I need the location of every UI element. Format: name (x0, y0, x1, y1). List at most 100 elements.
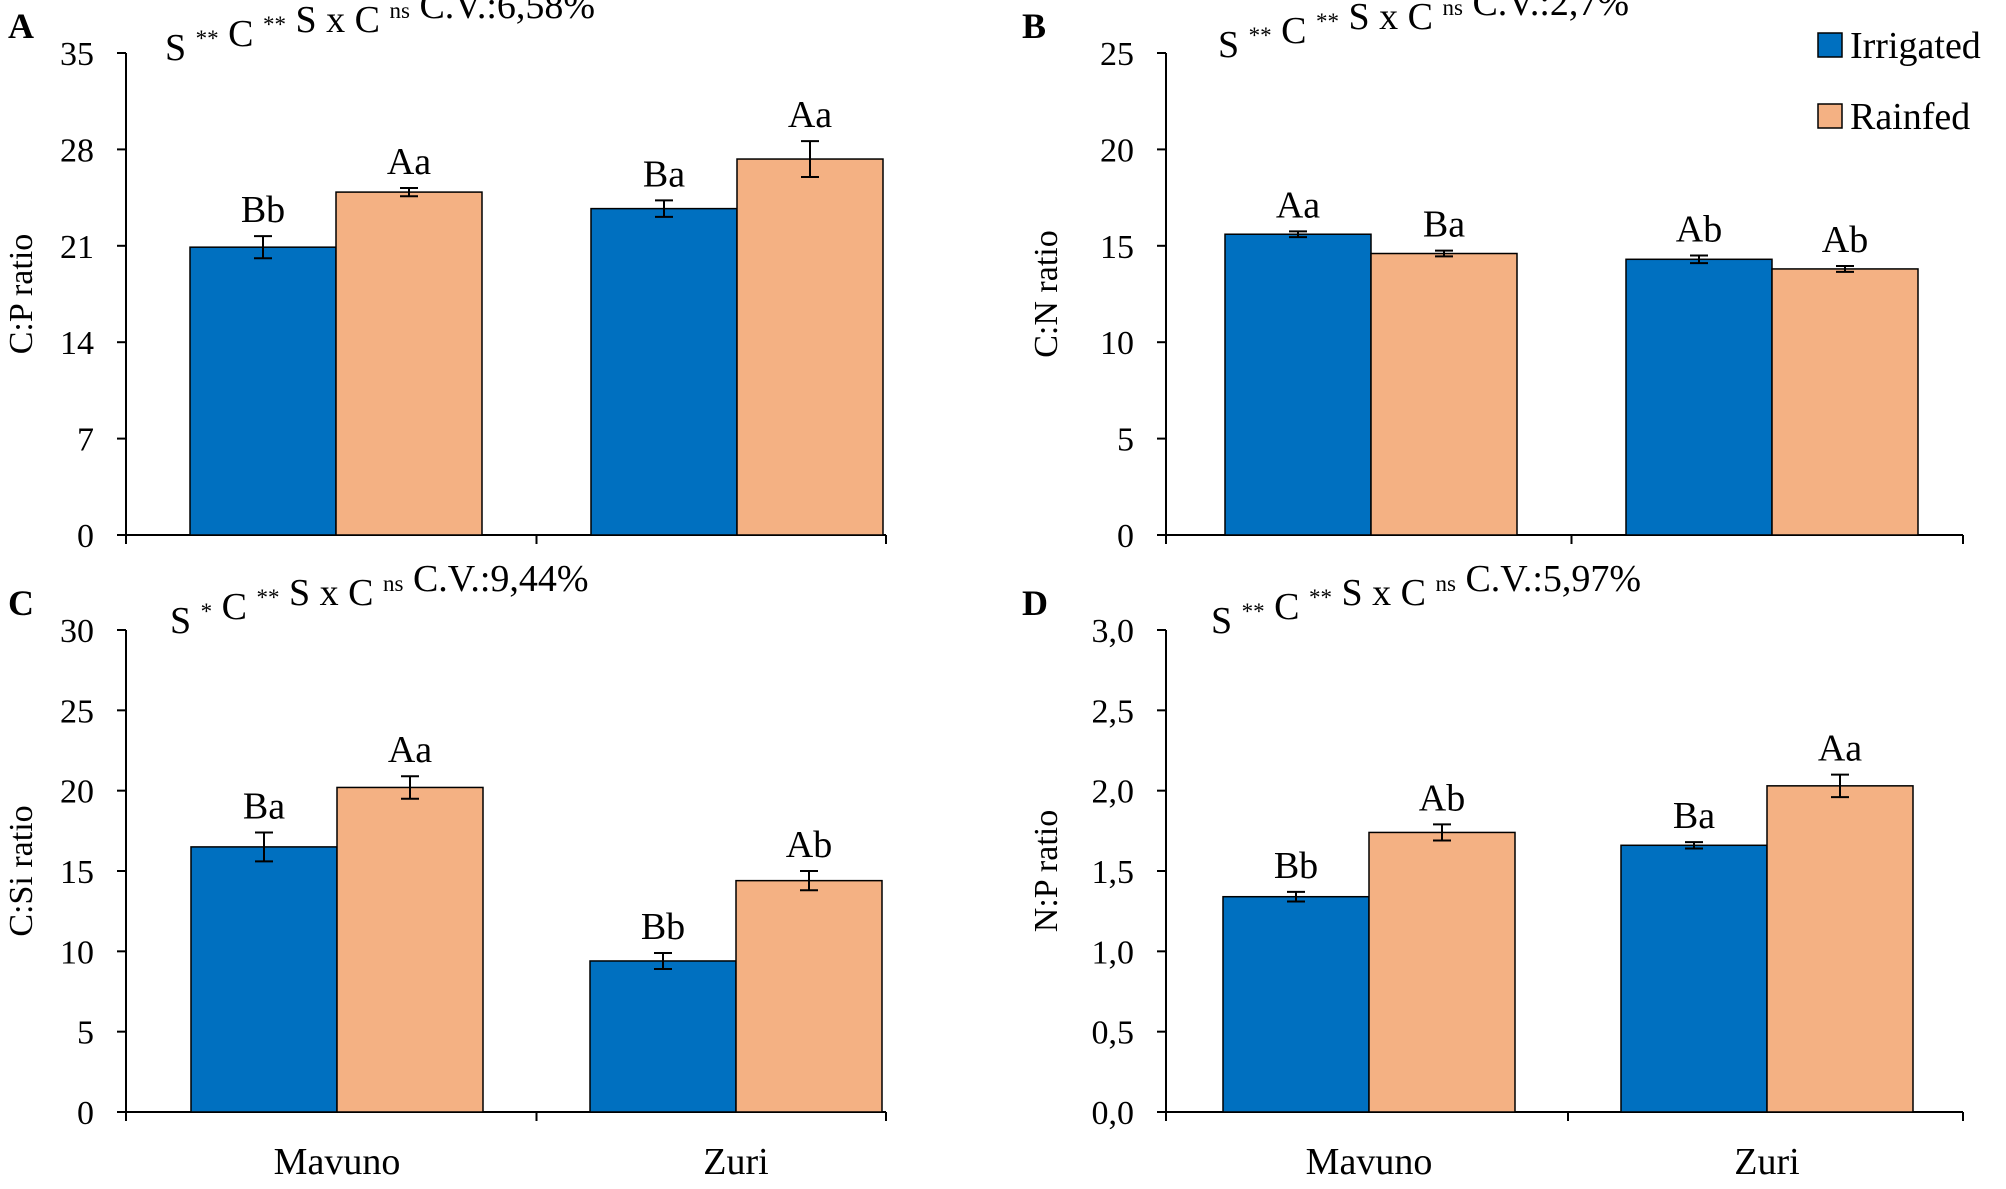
panel-letter: D (1022, 583, 1048, 623)
legend-swatch-irrigated (1817, 32, 1843, 58)
bar-significance-label: Ba (643, 153, 685, 195)
y-tick-label: 0,0 (1092, 1095, 1135, 1132)
legend-label-irrigated: Irrigated (1850, 25, 1981, 67)
stats-sxc: S x C (280, 572, 383, 614)
stats-c-sig: ** (1316, 9, 1339, 34)
panel-c: C 0 5 10 15 20 25 30 C:Si ratio Ba Bb Aa Ab Mavuno Zur… (3, 558, 887, 1183)
stats-annotation: S ** C ** S x C ns C.V.:2,7% (1218, 0, 1629, 66)
y-axis-title: C:N ratio (1028, 230, 1065, 357)
bar-significance-label: Aa (387, 141, 431, 183)
y-tick-label: 15 (1100, 229, 1134, 266)
stats-sxc-sig: ns (383, 571, 404, 596)
y-tick-label: 10 (60, 934, 94, 971)
legend-swatch-rainfed (1817, 103, 1843, 129)
y-tick-label: 20 (60, 774, 94, 811)
stats-c-sig: ** (257, 585, 280, 610)
bar-significance-label: Ab (1419, 777, 1465, 819)
bar-irrigated-zuri (1625, 258, 1773, 536)
bar-significance-label: Aa (1818, 728, 1862, 770)
stats-c-sig: ** (263, 12, 286, 37)
bar-significance-label: Ba (243, 785, 285, 827)
stats-s: S (165, 27, 196, 69)
stats-sxc-sig: ns (1435, 571, 1456, 596)
y-tick-label: 1,0 (1092, 934, 1135, 971)
x-category-label: Mavuno (1306, 1141, 1433, 1183)
stats-s: S (1218, 24, 1249, 66)
y-tick-label: 5 (77, 1015, 94, 1052)
stats-sxc-sig: ns (1442, 0, 1463, 20)
bar-significance-label: Ab (1822, 219, 1868, 261)
stats-cv: C.V.:2,7% (1463, 0, 1629, 24)
y-tick-label: 14 (60, 325, 94, 362)
stats-s: S (1211, 600, 1242, 642)
stats-annotation: S ** C ** S x C ns C.V.:5,97% (1211, 558, 1641, 642)
y-axis-title: C:P ratio (3, 234, 40, 355)
legend-label-rainfed: Rainfed (1850, 96, 1970, 138)
y-tick-label: 1,5 (1092, 854, 1135, 891)
y-tick-label: 21 (60, 229, 94, 266)
y-tick-label: 5 (1117, 422, 1134, 459)
stats-sxc-sig: ns (389, 0, 410, 23)
bar-irrigated-zuri (1620, 844, 1768, 1113)
stats-sxc: S x C (286, 0, 389, 41)
y-tick-label: 20 (1100, 132, 1134, 169)
panel-b: B 0 5 10 15 20 25 C:N ratio Aa Ab Ba Ab S ** C ** S … (1022, 0, 1964, 555)
bar-irrigated-zuri (590, 207, 738, 536)
bar-irrigated-mavuno (189, 246, 337, 536)
bar-irrigated-mavuno (1222, 895, 1370, 1113)
y-tick-label: 25 (60, 693, 94, 730)
bar-irrigated-mavuno (1224, 233, 1372, 536)
stats-annotation: S * C ** S x C ns C.V.:9,44% (170, 558, 589, 642)
bar-rainfed-zuri (1771, 268, 1919, 536)
y-tick-label: 0 (77, 1095, 94, 1132)
panel-letter: A (8, 6, 34, 46)
y-tick-label: 2,5 (1092, 693, 1135, 730)
legend: Irrigated Rainfed (1817, 25, 1981, 138)
x-category-label: Mavuno (274, 1141, 401, 1183)
bar-significance-label: Aa (1276, 184, 1320, 226)
stats-s-sig: ** (196, 26, 219, 51)
bar-significance-label: Bb (241, 189, 285, 231)
y-tick-label: 15 (60, 854, 94, 891)
bar-rainfed-zuri (1766, 785, 1914, 1113)
y-axis-title: C:Si ratio (3, 805, 40, 936)
stats-c: C (212, 586, 256, 628)
bar-rainfed-mavuno (336, 786, 484, 1113)
stats-c: C (1265, 586, 1309, 628)
bar-rainfed-zuri (736, 158, 884, 536)
x-category-label: Zuri (703, 1141, 768, 1183)
stats-c: C (219, 13, 263, 55)
y-tick-label: 28 (60, 132, 94, 169)
stats-sxc: S x C (1332, 572, 1435, 614)
stats-s: S (170, 600, 201, 642)
stats-s-sig: ** (1242, 599, 1265, 624)
y-tick-label: 30 (60, 613, 94, 650)
bar-significance-label: Ab (1676, 208, 1722, 250)
stats-c: C (1272, 10, 1316, 52)
x-category-label: Zuri (1734, 1141, 1799, 1183)
stats-c-sig: ** (1309, 585, 1332, 610)
stats-s-sig: * (201, 599, 213, 624)
stats-sxc: S x C (1339, 0, 1442, 38)
stats-annotation: S ** C ** S x C ns C.V.:6,58% (165, 0, 595, 69)
bar-significance-label: Aa (388, 729, 432, 771)
bar-rainfed-mavuno (335, 191, 483, 536)
bar-significance-label: Aa (788, 94, 832, 136)
bar-significance-label: Bb (641, 906, 685, 948)
stats-cv: C.V.:6,58% (410, 0, 595, 27)
bar-rainfed-mavuno (1368, 831, 1516, 1113)
y-tick-label: 3,0 (1092, 613, 1135, 650)
y-axis-title: N:P ratio (1028, 810, 1065, 932)
panel-a: A 0 7 14 21 28 35 C:P ratio Bb Ba Aa Aa S ** C ** S … (3, 0, 887, 555)
y-tick-label: 0 (1117, 518, 1134, 555)
panel-letter: B (1022, 6, 1046, 46)
bar-significance-label: Ba (1673, 795, 1715, 837)
bar-rainfed-mavuno (1370, 252, 1518, 536)
y-tick-label: 35 (60, 36, 94, 73)
bar-significance-label: Ba (1423, 204, 1465, 246)
stats-cv: C.V.:9,44% (403, 558, 588, 600)
bar-irrigated-mavuno (190, 846, 338, 1113)
y-tick-label: 10 (1100, 325, 1134, 362)
y-tick-label: 7 (77, 422, 94, 459)
